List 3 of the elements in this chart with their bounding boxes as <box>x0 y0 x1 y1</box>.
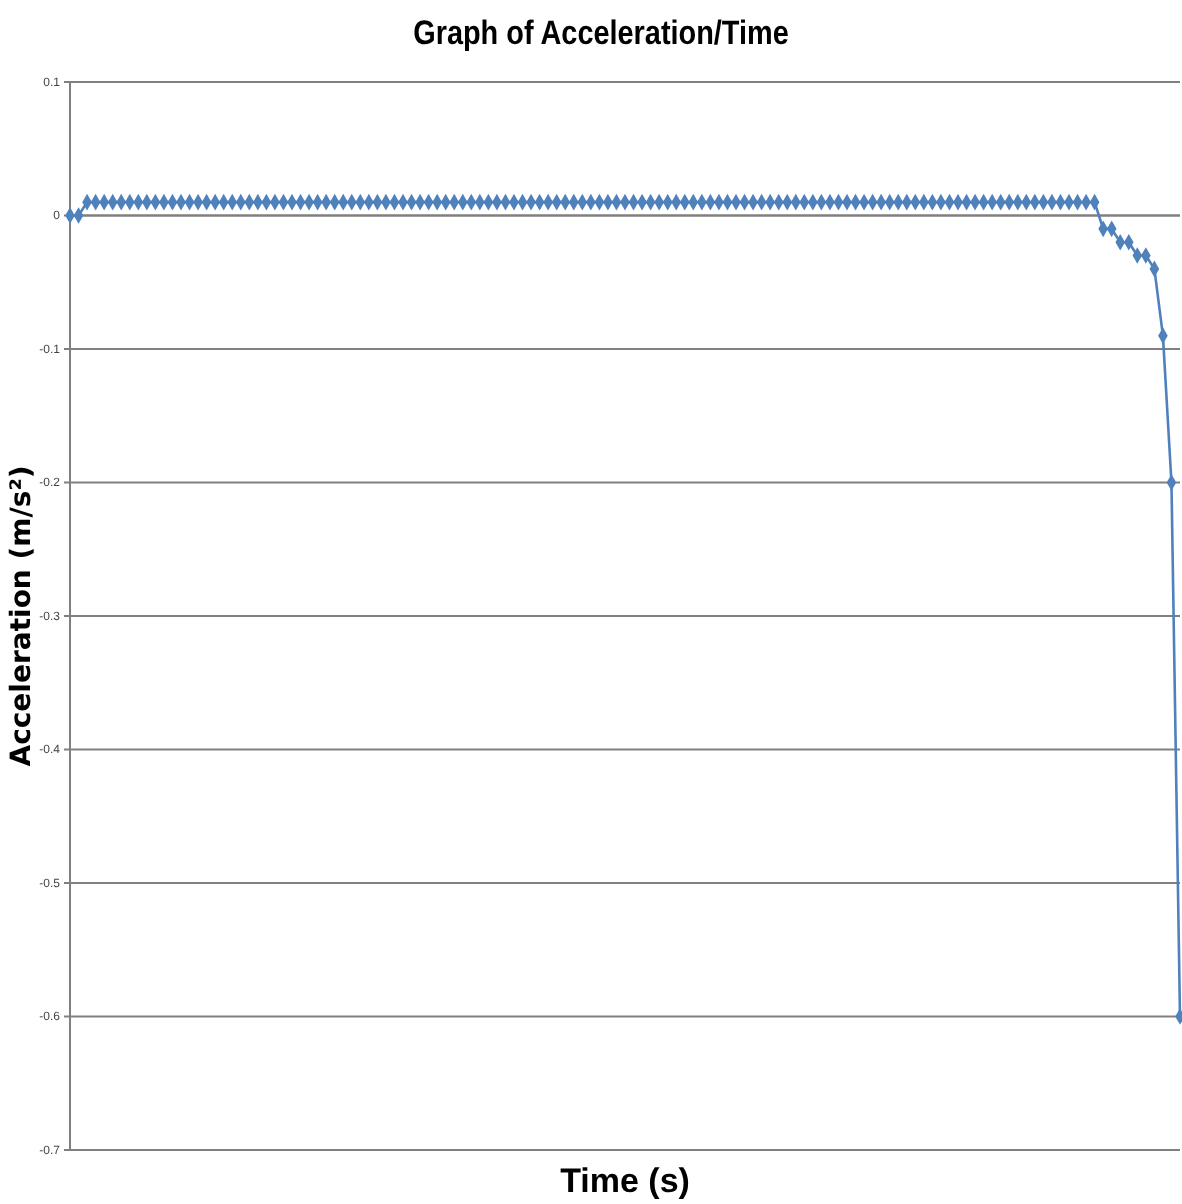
chart-title: Graph of Acceleration/Time <box>413 15 790 53</box>
x-axis-title: Time (s) <box>560 1162 690 1200</box>
y-axis-title: Acceleration (m/s²) <box>5 465 38 767</box>
